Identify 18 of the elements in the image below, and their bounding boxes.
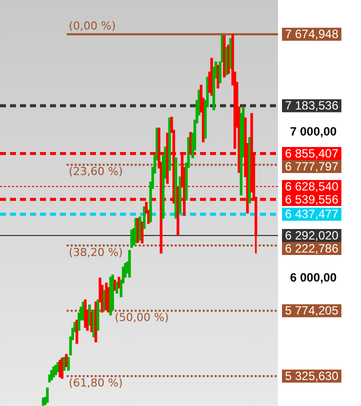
ref-line-label: 6 539,556 [285,192,339,206]
ref-line-label: 5 325,630 [285,368,339,383]
ref-line-label: 6 292,020 [285,228,339,242]
annotation: (23,60 %) [68,165,123,178]
y-tick-label: 6 000,00 [290,270,338,284]
annotation: (0,00 %) [68,20,116,33]
annotation: (38,20 %) [68,246,123,259]
ref-line-label: 6 855,407 [285,146,339,160]
ref-line-label: 7 183,536 [285,98,339,113]
ref-line-label: 5 774,205 [285,304,339,318]
annotation: (61,80 %) [68,376,123,390]
ref-line-label: 6 777,797 [285,159,339,174]
ref-line-label: 7 674,948 [285,27,339,42]
ref-line-label: 6 437,477 [285,207,339,222]
annotation: (50,00 %) [114,311,169,324]
ref-line-label: 6 628,540 [285,179,339,194]
ref-line-label: 6 222,786 [285,241,339,256]
y-tick-label: 7 000,00 [290,124,338,139]
